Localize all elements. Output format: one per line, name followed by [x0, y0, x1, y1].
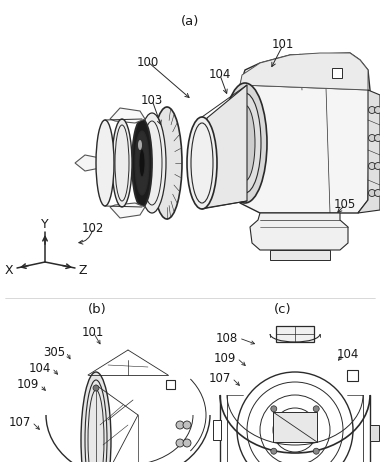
Text: (a): (a) [181, 16, 199, 29]
Ellipse shape [138, 113, 166, 213]
Text: 103: 103 [141, 93, 163, 107]
Circle shape [183, 421, 191, 429]
Circle shape [313, 448, 319, 454]
Text: (b): (b) [88, 303, 106, 316]
Text: Z: Z [79, 265, 87, 278]
Circle shape [271, 406, 277, 412]
Ellipse shape [81, 372, 111, 462]
Circle shape [375, 163, 380, 170]
Text: 101: 101 [82, 326, 104, 339]
Bar [166, 380, 175, 389]
Circle shape [271, 448, 277, 454]
Circle shape [375, 134, 380, 141]
Ellipse shape [139, 149, 145, 177]
Circle shape [313, 406, 319, 412]
Circle shape [176, 421, 184, 429]
Ellipse shape [187, 117, 217, 209]
Circle shape [369, 107, 375, 114]
Text: 104: 104 [337, 348, 359, 361]
Bar [347, 370, 358, 381]
Circle shape [369, 163, 375, 170]
Polygon shape [240, 53, 368, 90]
Polygon shape [238, 53, 370, 213]
Ellipse shape [96, 120, 114, 206]
Polygon shape [110, 108, 145, 123]
Polygon shape [205, 85, 247, 208]
Ellipse shape [229, 93, 261, 193]
Text: 108: 108 [216, 332, 238, 345]
Text: 109: 109 [17, 378, 39, 391]
Text: 100: 100 [137, 55, 159, 68]
Circle shape [369, 134, 375, 141]
Ellipse shape [138, 140, 142, 150]
Ellipse shape [85, 380, 107, 462]
Polygon shape [270, 250, 330, 260]
Text: 104: 104 [29, 361, 51, 375]
Polygon shape [75, 155, 105, 171]
Text: (c): (c) [274, 303, 292, 316]
Text: 101: 101 [272, 38, 294, 51]
Bar [370, 425, 379, 441]
Ellipse shape [112, 119, 132, 207]
Text: 305: 305 [43, 346, 65, 359]
Polygon shape [110, 203, 145, 218]
Text: 102: 102 [82, 221, 104, 235]
Text: 107: 107 [9, 415, 31, 428]
Bar [332, 68, 342, 78]
Text: 109: 109 [214, 352, 236, 365]
Ellipse shape [135, 131, 149, 195]
Text: X: X [5, 265, 13, 278]
Polygon shape [358, 90, 380, 213]
Ellipse shape [132, 119, 152, 207]
Circle shape [375, 107, 380, 114]
Text: 105: 105 [334, 199, 356, 212]
Bar [273, 412, 317, 442]
Bar [213, 420, 221, 440]
Ellipse shape [235, 105, 255, 181]
Polygon shape [250, 213, 348, 250]
Ellipse shape [152, 107, 182, 219]
Circle shape [183, 439, 191, 447]
Text: 107: 107 [209, 371, 231, 384]
Text: Y: Y [41, 219, 49, 231]
Circle shape [93, 385, 99, 391]
Circle shape [176, 439, 184, 447]
Bar [276, 326, 314, 342]
Ellipse shape [223, 83, 267, 203]
Circle shape [369, 189, 375, 196]
Circle shape [375, 189, 380, 196]
Text: 104: 104 [209, 68, 231, 81]
